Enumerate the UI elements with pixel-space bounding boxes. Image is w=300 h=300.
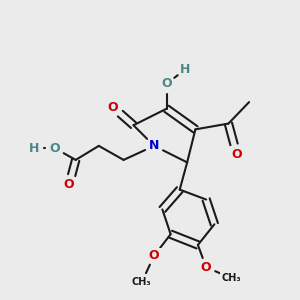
Text: O: O — [107, 100, 118, 114]
Text: N: N — [149, 140, 159, 152]
Text: O: O — [64, 178, 74, 191]
Text: O: O — [149, 249, 159, 262]
Text: O: O — [50, 142, 60, 155]
Text: O: O — [161, 77, 172, 91]
Text: H: H — [29, 142, 40, 155]
Text: O: O — [231, 148, 242, 160]
Text: O: O — [201, 261, 212, 274]
Text: H: H — [180, 63, 191, 76]
Text: CH₃: CH₃ — [132, 277, 152, 287]
Text: CH₃: CH₃ — [221, 273, 241, 283]
